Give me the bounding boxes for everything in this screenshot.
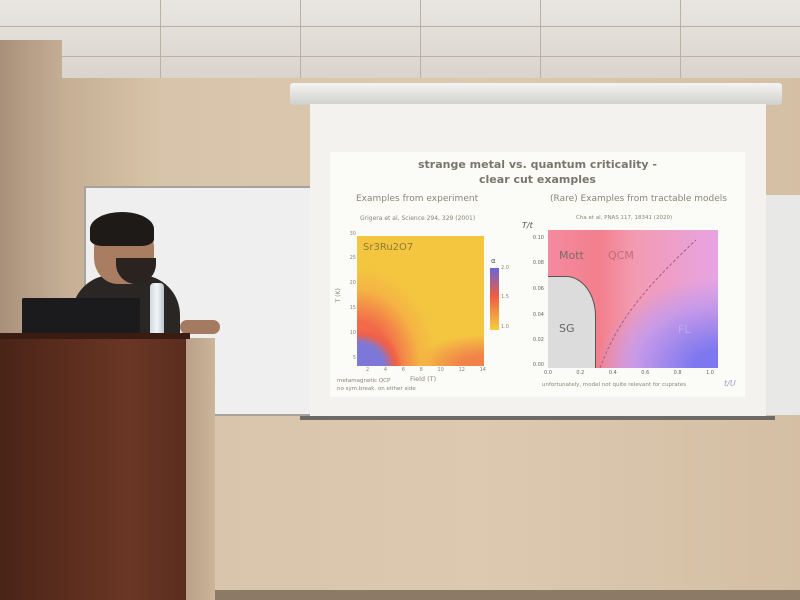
podium-top [0, 333, 190, 339]
podium-side [183, 338, 215, 600]
tick: 2 [366, 367, 370, 373]
tick: 1.0 [706, 370, 714, 376]
phase-boundary-dashed [599, 239, 697, 368]
tick: 20 [349, 280, 356, 286]
tick: 0.04 [532, 312, 544, 318]
tick: 12 [458, 367, 465, 373]
heatmap-plot: Sr3Ru2O7 [357, 236, 484, 366]
note: metamagnetic QCP [337, 378, 391, 384]
slide-title: clear cut examples [479, 173, 596, 186]
tick: 4 [383, 367, 388, 373]
region-label: FL [678, 323, 691, 336]
tick: 30 [349, 231, 356, 237]
left-heading: Examples from experiment [356, 194, 479, 204]
note: unfortunately, model not quite relevant … [542, 382, 687, 388]
tick: 6 [401, 367, 405, 373]
screen-bottom-bar [300, 416, 775, 420]
tick: 0.02 [532, 337, 544, 343]
podium [0, 335, 186, 600]
tick: 0.6 [641, 370, 650, 376]
colorbar-label: α [491, 257, 496, 265]
presentation-slide: strange metal vs. quantum criticality - … [330, 152, 745, 397]
tick: 5 [352, 355, 356, 361]
presenter-hand [180, 320, 220, 334]
whiteboard [760, 195, 800, 415]
right-heading: (Rare) Examples from tractable models [550, 194, 727, 204]
wall-pillar [0, 40, 62, 340]
note: no sym.break. on either side [337, 386, 416, 392]
tick: 0.08 [532, 260, 544, 266]
laptop [22, 298, 140, 335]
tick: 10 [349, 330, 356, 336]
presenter-hair [90, 212, 154, 246]
tick: 0.2 [576, 370, 585, 376]
region-label: SG [559, 322, 575, 335]
x-axis-label: t/U [724, 379, 736, 388]
tick: 14 [479, 367, 486, 373]
tick: 1.0 [501, 324, 509, 330]
tick: 10 [437, 367, 444, 373]
x-ticks: 0.0 0.2 0.4 0.6 0.8 1.0 [544, 370, 714, 377]
y-ticks: 30 25 20 15 10 5 [348, 231, 356, 367]
y-ticks: 0.10 0.08 0.06 0.04 0.02 0.00 [518, 235, 544, 376]
water-bottle [150, 283, 164, 335]
tick: 25 [349, 255, 356, 261]
x-ticks: 2 4 6 8 10 12 14 [366, 367, 486, 374]
tick: 0.10 [532, 235, 544, 241]
projector-screen-housing [290, 83, 782, 105]
left-citation: Grigera et al, Science 294, 329 (2001) [360, 215, 476, 222]
tick: 1.5 [501, 294, 509, 300]
y-axis-label: T (K) [334, 288, 342, 303]
tick: 2.0 [501, 265, 509, 271]
slide-title: strange metal vs. quantum criticality - [418, 158, 657, 171]
x-axis-label: Field (T) [410, 375, 437, 383]
ceiling [0, 0, 800, 78]
tick: 15 [349, 305, 356, 311]
floor-trim [215, 590, 800, 600]
tick: 0.8 [673, 370, 682, 376]
material-label: Sr3Ru2O7 [363, 242, 414, 253]
colorbar [490, 268, 499, 330]
y-axis-label: T/t [522, 221, 533, 230]
spin-glass-region: SG [548, 276, 596, 368]
region-label: Mott [559, 249, 584, 262]
right-citation: Cha et al, PNAS 117, 18341 (2020) [576, 215, 673, 221]
tick: 8 [419, 367, 423, 373]
region-label: QCM [608, 249, 634, 262]
tick: 0.0 [544, 370, 552, 376]
tick: 0.4 [608, 370, 617, 376]
tick: 0.06 [532, 286, 544, 292]
tick: 0.00 [532, 362, 544, 368]
